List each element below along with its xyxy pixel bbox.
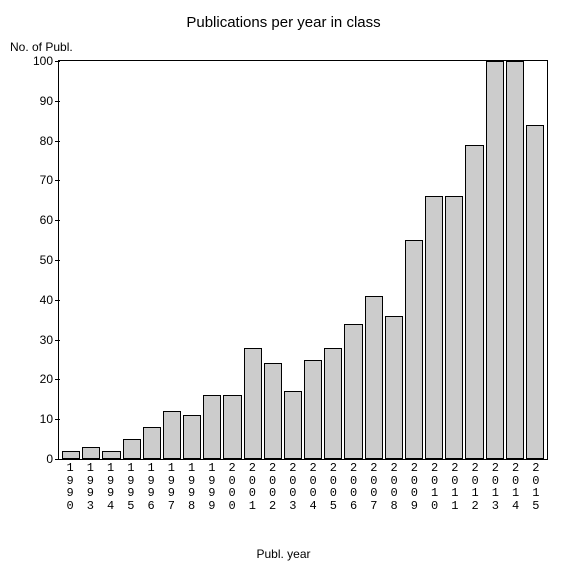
xtick: 1990 [61,462,79,512]
ytick: 20 [40,372,59,386]
publications-bar-chart: Publications per year in class No. of Pu… [0,0,567,567]
xtick: 2012 [466,462,484,512]
bar [203,395,221,459]
xtick: 1996 [142,462,160,512]
ytick: 50 [40,253,59,267]
bars-container [59,61,547,459]
xtick: 2014 [507,462,525,512]
ytick: 40 [40,293,59,307]
ytick: 100 [33,54,59,68]
ytick: 80 [40,134,59,148]
xtick: 2006 [345,462,363,512]
bar [123,439,141,459]
ytick: 30 [40,333,59,347]
ytick: 60 [40,213,59,227]
ytick: 70 [40,173,59,187]
bar [102,451,120,459]
xtick: 2011 [446,462,464,512]
xtick: 2008 [385,462,403,512]
x-axis-label: Publ. year [0,547,567,561]
xtick: 2004 [304,462,322,512]
xtick: 1998 [183,462,201,512]
bar [385,316,403,459]
bar [486,61,504,459]
plot-area: 0 10 20 30 40 50 60 70 80 90 100 [58,60,548,460]
bar [324,348,342,459]
xtick: 2002 [264,462,282,512]
xtick: 2003 [284,462,302,512]
bar [445,196,463,459]
bar [425,196,443,459]
ytick: 10 [40,412,59,426]
xtick: 2015 [527,462,545,512]
xtick: 2005 [324,462,342,512]
bar [365,296,383,459]
chart-title: Publications per year in class [0,14,567,31]
bar [223,395,241,459]
xtick: 2007 [365,462,383,512]
xtick: 1997 [162,462,180,512]
y-axis-label: No. of Publ. [10,40,73,54]
bar [344,324,362,459]
xtick: 1999 [203,462,221,512]
x-ticks: 1990 1993 1994 1995 1996 1997 1998 1999 … [58,462,548,512]
xtick: 1993 [81,462,99,512]
bar [143,427,161,459]
bar [284,391,302,459]
ytick: 90 [40,94,59,108]
bar [506,61,524,459]
bar [82,447,100,459]
xtick: 1995 [122,462,140,512]
bar [526,125,544,459]
bar [405,240,423,459]
xtick: 2009 [405,462,423,512]
bar [244,348,262,459]
bar [62,451,80,459]
bar [183,415,201,459]
xtick: 1994 [102,462,120,512]
bar [304,360,322,460]
xtick: 2010 [426,462,444,512]
xtick: 2013 [486,462,504,512]
bar [264,363,282,459]
xtick: 2001 [243,462,261,512]
xtick: 2000 [223,462,241,512]
bar [465,145,483,459]
bar [163,411,181,459]
